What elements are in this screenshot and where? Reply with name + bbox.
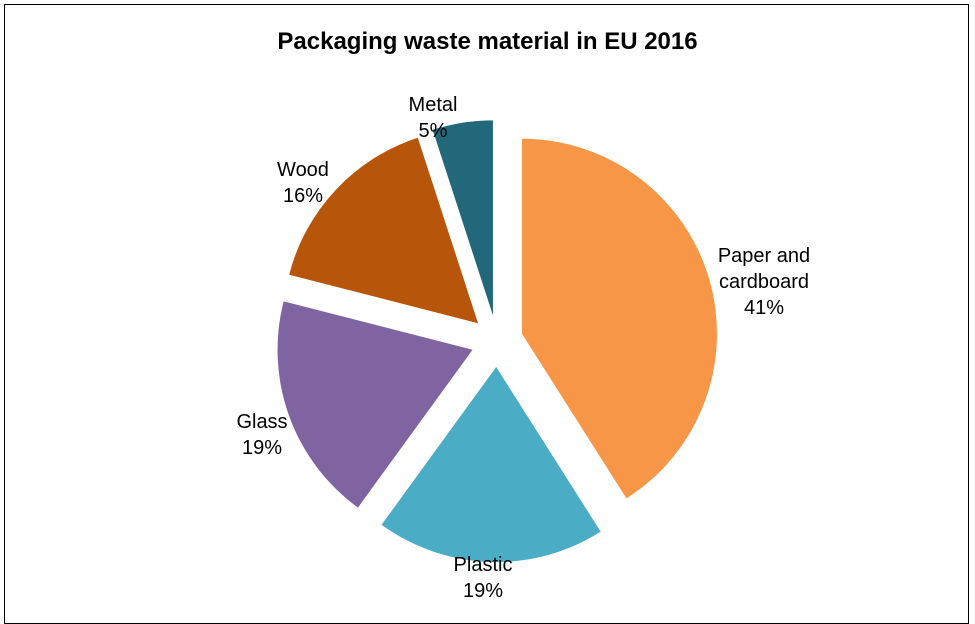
chart-title: Packaging waste material in EU 2016 [277, 28, 698, 55]
pie-slice-glass [277, 301, 473, 508]
slice-label: Paper and cardboard 41% [718, 245, 810, 319]
slice-label: Wood 16% [277, 159, 329, 207]
slice-label: Plastic 19% [454, 554, 513, 602]
slice-label: Metal 5% [409, 94, 458, 142]
pie-slice-plastic [381, 366, 601, 562]
pie-slice-metal [432, 120, 493, 316]
pie-slice-wood [289, 137, 479, 324]
pie-slice-paper-and-cardboard [521, 138, 717, 499]
slice-label: Glass 19% [236, 411, 287, 459]
pie-chart: Paper and cardboard 41% Plastic 19% Glass 19% W… [236, 94, 810, 602]
